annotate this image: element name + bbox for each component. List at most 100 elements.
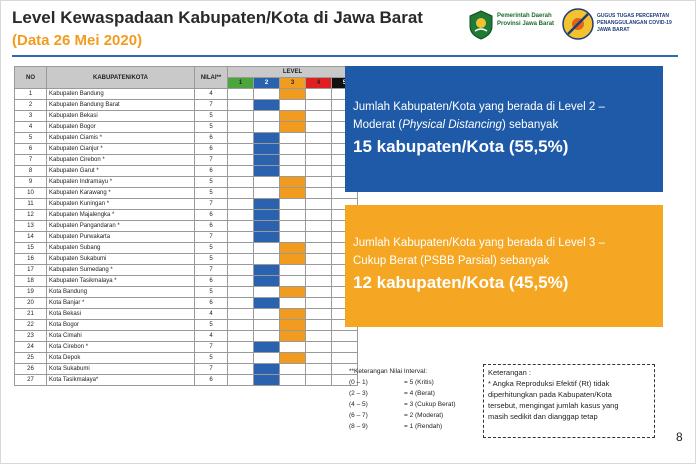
row-region-name: Kabupaten Sumedang *: [46, 264, 195, 276]
row-nilai: 4: [194, 330, 228, 342]
level-2-summary-line1: Jumlah Kabupaten/Kota yang berada di Lev…: [353, 101, 605, 113]
level-table: NO KABUPATEN/KOTA NILAI** LEVEL 1 2 3 4 …: [14, 66, 358, 386]
row-nilai: 5: [194, 176, 228, 188]
table-header-row: NO KABUPATEN/KOTA NILAI** LEVEL: [14, 66, 358, 89]
row-region-name: Kabupaten Ciamis *: [46, 132, 195, 144]
level-5-cell: [331, 341, 358, 353]
legend-item: (4 – 5) = 3 (Cukup Berat): [349, 401, 456, 408]
level-3-summary-line1: Jumlah Kabupaten/Kota yang berada di Lev…: [353, 237, 605, 249]
row-region-name: Kota Bogor: [46, 319, 195, 331]
row-nilai: 5: [194, 110, 228, 122]
row-number: 3: [14, 110, 47, 122]
row-number: 17: [14, 264, 47, 276]
row-nilai: 6: [194, 297, 228, 309]
row-nilai: 7: [194, 341, 228, 353]
col-header-name: KABUPATEN/KOTA: [46, 66, 195, 89]
level-1-cell: [227, 220, 254, 232]
row-region-name: Kota Cimahi: [46, 330, 195, 342]
level-1-cell: [227, 121, 254, 133]
level-2-cell: [253, 110, 280, 122]
table-row: 6 Kabupaten Cianjur * 6: [14, 143, 358, 155]
level-1-cell: [227, 341, 254, 353]
level-2-cell: [253, 88, 280, 100]
row-region-name: Kota Cirebon *: [46, 341, 195, 353]
row-nilai: 7: [194, 264, 228, 276]
row-number: 15: [14, 242, 47, 254]
level-1-cell: [227, 308, 254, 320]
level-2-cell: [253, 143, 280, 155]
level-4-cell: [305, 121, 332, 133]
legend-title: **Keterangan Nilai Interval:: [349, 368, 428, 375]
level-2-header: 2: [253, 77, 280, 89]
level-3-header: 3: [279, 77, 306, 89]
table-row: 21 Kota Bekasi 4: [14, 308, 358, 320]
level-3-cell: [279, 198, 306, 210]
row-region-name: Kabupaten Bandung Barat: [46, 99, 195, 111]
level-3-cell: [279, 374, 306, 386]
level-4-cell: [305, 220, 332, 232]
row-number: 13: [14, 220, 47, 232]
row-nilai: 6: [194, 275, 228, 287]
level-1-cell: [227, 286, 254, 298]
row-nilai: 7: [194, 363, 228, 375]
table-row: 23 Kota Cimahi 4: [14, 330, 358, 342]
table-row: 10 Kabupaten Karawang * 5: [14, 187, 358, 199]
level-2-cell: [253, 286, 280, 298]
level-4-cell: [305, 374, 332, 386]
level-2-cell: [253, 341, 280, 353]
level-2-summary-line2: Moderat (Physical Distancing) sebanyak: [353, 119, 559, 131]
level-2-cell: [253, 352, 280, 364]
col-header-level: LEVEL: [227, 66, 358, 78]
level-1-cell: [227, 297, 254, 309]
row-number: 18: [14, 275, 47, 287]
row-region-name: Kabupaten Subang: [46, 242, 195, 254]
level-2-cell: [253, 121, 280, 133]
row-region-name: Kabupaten Majalengka *: [46, 209, 195, 221]
level-1-cell: [227, 187, 254, 199]
level-4-cell: [305, 132, 332, 144]
row-number: 20: [14, 297, 47, 309]
col-header-nilai: NILAI**: [194, 66, 228, 89]
level-3-cell: [279, 132, 306, 144]
level-3-cell: [279, 297, 306, 309]
level-1-cell: [227, 99, 254, 111]
level-3-cell: [279, 341, 306, 353]
level-4-cell: [305, 242, 332, 254]
note-title: Keterangan :: [488, 368, 531, 377]
task-force-logo-text: GUGUS TUGAS PERCEPATAN PENANGGULANGAN CO…: [597, 13, 672, 33]
page-number: 8: [676, 430, 683, 444]
level-3-cell: [279, 319, 306, 331]
level-3-cell: [279, 209, 306, 221]
level-2-cell: [253, 198, 280, 210]
row-region-name: Kabupaten Cianjur *: [46, 143, 195, 155]
level-3-cell: [279, 154, 306, 166]
level-1-cell: [227, 363, 254, 375]
level-3-cell: [279, 231, 306, 243]
level-1-cell: [227, 264, 254, 276]
row-number: 6: [14, 143, 47, 155]
level-5-cell: [331, 330, 358, 342]
table-row: 13 Kabupaten Pangandaran * 6: [14, 220, 358, 232]
legend-item: (6 – 7) = 2 (Moderat): [349, 412, 444, 419]
row-number: 24: [14, 341, 47, 353]
level-1-cell: [227, 242, 254, 254]
level-4-cell: [305, 187, 332, 199]
row-region-name: Kabupaten Bogor: [46, 121, 195, 133]
row-number: 4: [14, 121, 47, 133]
level-2-cell: [253, 374, 280, 386]
level-4-cell: [305, 363, 332, 375]
row-region-name: Kabupaten Karawang *: [46, 187, 195, 199]
level-3-cell: [279, 286, 306, 298]
level-3-cell: [279, 242, 306, 254]
level-3-count: 12 kabupaten/Kota (45,5%): [353, 273, 569, 292]
level-1-cell: [227, 154, 254, 166]
row-region-name: Kabupaten Garut *: [46, 165, 195, 177]
row-number: 11: [14, 198, 47, 210]
level-4-header: 4: [305, 77, 332, 89]
level-2-cell: [253, 330, 280, 342]
row-region-name: Kabupaten Sukabumi: [46, 253, 195, 265]
level-3-cell: [279, 187, 306, 199]
level-2-cell: [253, 132, 280, 144]
level-4-cell: [305, 88, 332, 100]
table-row: 15 Kabupaten Subang 5: [14, 242, 358, 254]
